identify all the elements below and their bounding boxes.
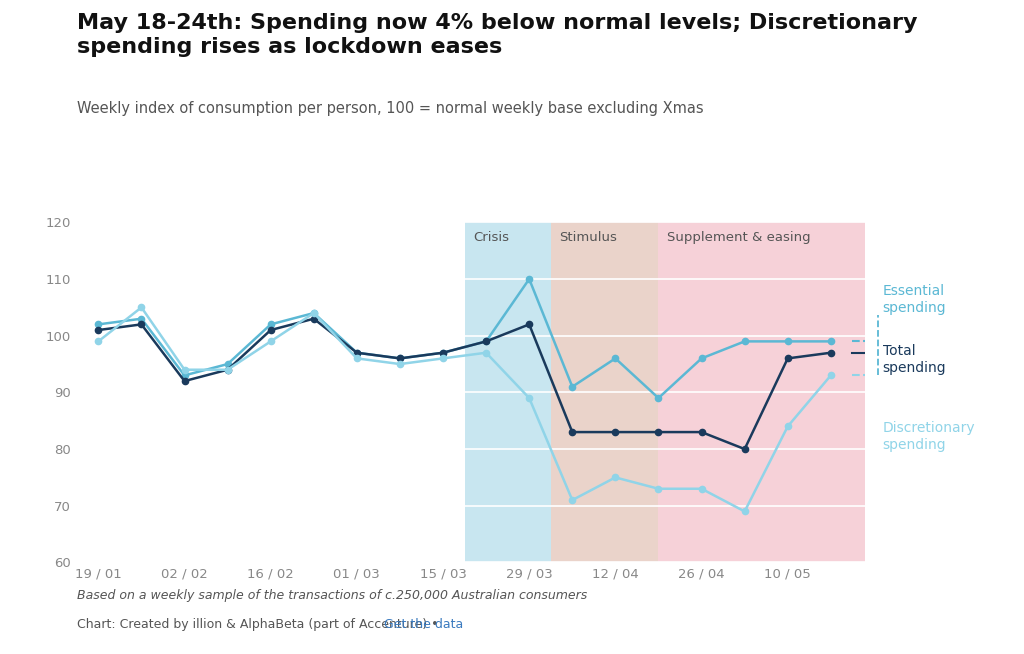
- Text: Weekly index of consumption per person, 100 = normal weekly base excluding Xmas: Weekly index of consumption per person, …: [77, 101, 703, 116]
- Text: Based on a weekly sample of the transactions of c.250,000 Australian consumers: Based on a weekly sample of the transact…: [77, 589, 587, 602]
- Text: Essential
spending: Essential spending: [883, 284, 946, 315]
- Text: Discretionary
spending: Discretionary spending: [883, 421, 975, 453]
- Bar: [658, 222, 873, 562]
- Text: Chart: Created by illion & AlphaBeta (part of Accenture) •: Chart: Created by illion & AlphaBeta (pa…: [77, 618, 442, 631]
- Bar: [551, 222, 658, 562]
- Text: Crisis: Crisis: [473, 231, 509, 244]
- Text: Get the data: Get the data: [384, 618, 463, 631]
- Text: May 18-24th: Spending now 4% below normal levels; Discretionary
spending rises a: May 18-24th: Spending now 4% below norma…: [77, 13, 918, 57]
- Bar: [465, 222, 551, 562]
- Text: Total
spending: Total spending: [883, 343, 946, 375]
- Text: Supplement & easing: Supplement & easing: [667, 231, 811, 244]
- Text: Stimulus: Stimulus: [559, 231, 617, 244]
